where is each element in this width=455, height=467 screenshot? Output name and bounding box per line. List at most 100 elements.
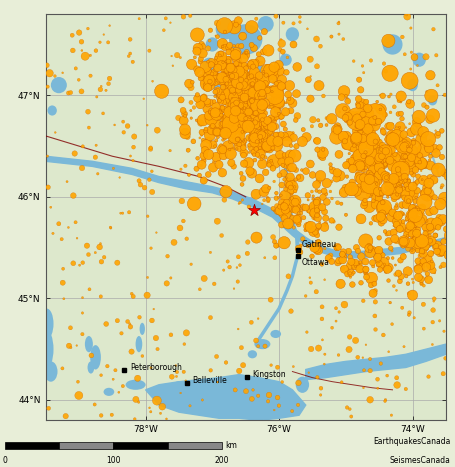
- Point: [302, 204, 309, 211]
- Point: [218, 106, 226, 113]
- Point: [434, 82, 441, 89]
- Point: [241, 108, 248, 115]
- Point: [250, 206, 258, 214]
- Point: [275, 61, 283, 69]
- Point: [268, 88, 276, 95]
- Point: [274, 363, 281, 371]
- Point: [265, 47, 272, 54]
- Point: [248, 75, 255, 82]
- Point: [286, 181, 293, 189]
- Point: [251, 156, 258, 164]
- Point: [418, 248, 425, 255]
- Point: [218, 108, 225, 116]
- Point: [225, 120, 232, 127]
- Point: [216, 91, 223, 99]
- Point: [297, 209, 304, 217]
- Point: [214, 111, 221, 118]
- Point: [420, 139, 427, 147]
- Point: [283, 199, 290, 206]
- Point: [409, 205, 416, 213]
- Point: [225, 107, 233, 114]
- Point: [438, 249, 445, 256]
- Point: [315, 177, 323, 184]
- Point: [317, 42, 324, 50]
- Point: [333, 175, 340, 182]
- Point: [225, 113, 232, 120]
- Point: [208, 126, 216, 134]
- Point: [403, 11, 410, 19]
- Point: [185, 171, 192, 178]
- Point: [147, 364, 155, 371]
- Point: [258, 131, 265, 139]
- Point: [431, 194, 438, 201]
- Point: [288, 183, 295, 191]
- Point: [147, 144, 154, 151]
- Point: [373, 246, 380, 254]
- Point: [349, 264, 357, 272]
- Point: [136, 177, 143, 184]
- Point: [362, 237, 369, 245]
- Point: [256, 121, 263, 128]
- Point: [148, 168, 156, 175]
- Point: [402, 385, 410, 393]
- Point: [389, 143, 397, 151]
- Point: [206, 64, 213, 72]
- Point: [303, 328, 310, 336]
- Point: [321, 208, 328, 215]
- Point: [274, 394, 281, 401]
- Point: [420, 146, 428, 154]
- Point: [338, 378, 345, 386]
- Point: [413, 118, 420, 126]
- Point: [313, 198, 321, 205]
- Point: [236, 54, 243, 61]
- Point: [426, 223, 434, 231]
- Point: [236, 68, 243, 75]
- Point: [286, 164, 293, 171]
- Point: [223, 80, 230, 87]
- Point: [361, 172, 368, 180]
- Point: [287, 107, 294, 114]
- Point: [256, 137, 263, 144]
- Point: [198, 73, 206, 81]
- Point: [386, 70, 394, 77]
- Point: [238, 140, 246, 147]
- Point: [413, 241, 420, 249]
- Point: [187, 402, 194, 410]
- Point: [75, 392, 82, 399]
- Point: [234, 65, 242, 72]
- Point: [422, 238, 430, 245]
- Point: [292, 206, 299, 213]
- Point: [404, 227, 411, 234]
- Point: [397, 256, 404, 264]
- Point: [255, 142, 263, 149]
- Point: [369, 259, 376, 266]
- Point: [396, 183, 404, 190]
- Point: [426, 140, 434, 147]
- Point: [225, 57, 232, 65]
- Point: [144, 212, 152, 220]
- Point: [205, 151, 212, 158]
- Point: [410, 226, 417, 233]
- Point: [304, 242, 311, 250]
- Point: [206, 78, 213, 85]
- Point: [252, 132, 259, 139]
- Point: [234, 83, 242, 90]
- Point: [263, 85, 271, 92]
- Point: [295, 221, 303, 228]
- Point: [363, 273, 370, 281]
- Point: [340, 248, 347, 255]
- Point: [369, 262, 377, 270]
- Point: [179, 106, 187, 114]
- Point: [252, 118, 259, 126]
- Point: [242, 99, 249, 106]
- Point: [245, 159, 252, 167]
- Point: [221, 116, 228, 123]
- Point: [240, 55, 247, 62]
- Point: [367, 244, 374, 251]
- Point: [355, 102, 362, 110]
- Point: [334, 243, 341, 251]
- Point: [199, 50, 207, 57]
- Point: [237, 199, 244, 206]
- Point: [350, 57, 357, 65]
- Point: [288, 407, 296, 415]
